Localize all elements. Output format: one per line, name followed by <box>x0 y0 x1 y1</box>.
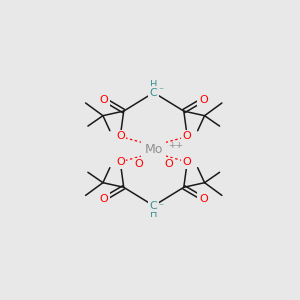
Text: O: O <box>183 131 192 142</box>
Text: O: O <box>134 159 143 169</box>
Text: O: O <box>199 94 208 104</box>
Text: C: C <box>150 88 158 98</box>
Text: ⁻: ⁻ <box>159 86 164 96</box>
Text: O: O <box>164 159 173 169</box>
Text: O: O <box>116 157 124 167</box>
Text: C: C <box>150 201 158 211</box>
Text: ⁻: ⁻ <box>159 202 164 212</box>
Text: H: H <box>150 209 158 219</box>
Text: O: O <box>100 94 109 104</box>
Text: O: O <box>183 157 192 167</box>
Text: O: O <box>116 131 124 142</box>
Text: H: H <box>150 80 158 89</box>
Text: O: O <box>199 194 208 204</box>
Text: Mo: Mo <box>145 143 163 156</box>
Text: O: O <box>100 194 109 204</box>
Text: ++: ++ <box>168 141 183 150</box>
